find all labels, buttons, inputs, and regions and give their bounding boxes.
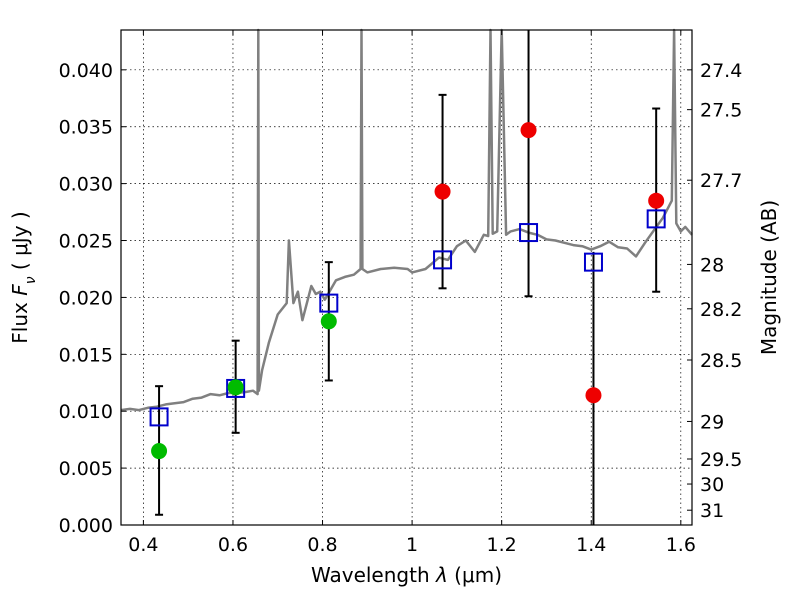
y-tick-label: 0.015: [59, 344, 113, 366]
x-tick-label: 1: [406, 534, 418, 556]
right-tick-label: 27.7: [700, 170, 742, 192]
observed-point: [227, 379, 244, 396]
right-tick-label: 27.5: [700, 100, 742, 122]
x-tick-label: 1.6: [666, 534, 696, 556]
spectrum-line: [120, 28, 693, 412]
x-tick-label: 0.8: [307, 534, 337, 556]
right-tick-label: 31: [700, 500, 724, 522]
model-flux-square: [319, 293, 339, 313]
observed-point: [520, 122, 537, 139]
right-tick-label: 28.5: [700, 350, 742, 372]
observed-point: [648, 192, 665, 209]
right-tick-label: 30: [700, 474, 724, 496]
y-tick-label: 0.000: [59, 515, 113, 537]
observed-point: [151, 443, 168, 460]
y-tick-label: 0.040: [59, 60, 113, 82]
model-flux-square: [433, 250, 453, 270]
observed-point-layer: [151, 122, 665, 460]
x-tick-label: 1.2: [487, 534, 517, 556]
tick-layer: 0.4 0.6 0.8 1 1.2 1.4 1.6 0.000 0.005 0.010 0.015 0…: [59, 30, 742, 556]
model-flux-square: [646, 209, 666, 229]
x-tick-label: 0.4: [128, 534, 158, 556]
y-tick-label: 0.005: [59, 458, 113, 480]
x-axis-label: Wavelength λ (μm): [311, 563, 502, 587]
x-tick-label: 0.6: [218, 534, 248, 556]
y-tick-label: 0.010: [59, 401, 113, 423]
y-axis-right-label: Magnitude (AB): [757, 200, 781, 355]
errorbar-layer: [155, 30, 661, 525]
model-flux-layer: [149, 209, 666, 427]
right-tick-label: 29: [700, 411, 724, 433]
grid: [121, 30, 692, 526]
y-tick-label: 0.025: [59, 231, 113, 253]
observed-point: [434, 183, 451, 200]
right-tick-label: 28: [700, 254, 724, 276]
observed-point: [320, 313, 337, 330]
model-flux-square: [583, 252, 603, 272]
right-tick-label: 28.2: [700, 299, 742, 321]
y-tick-label: 0.030: [59, 174, 113, 196]
observed-point: [585, 387, 602, 404]
right-tick-label: 29.5: [700, 449, 742, 471]
spectrum-layer: [120, 28, 693, 412]
right-tick-label: 27.4: [700, 60, 742, 82]
y-axis-label: Flux Fν ( μJy ): [8, 211, 39, 343]
model-flux-square: [149, 407, 169, 427]
x-tick-label: 1.4: [576, 534, 606, 556]
y-tick-label: 0.035: [59, 117, 113, 139]
plot-frame: [120, 29, 693, 526]
model-flux-square: [519, 223, 539, 243]
y-tick-label: 0.020: [59, 287, 113, 309]
